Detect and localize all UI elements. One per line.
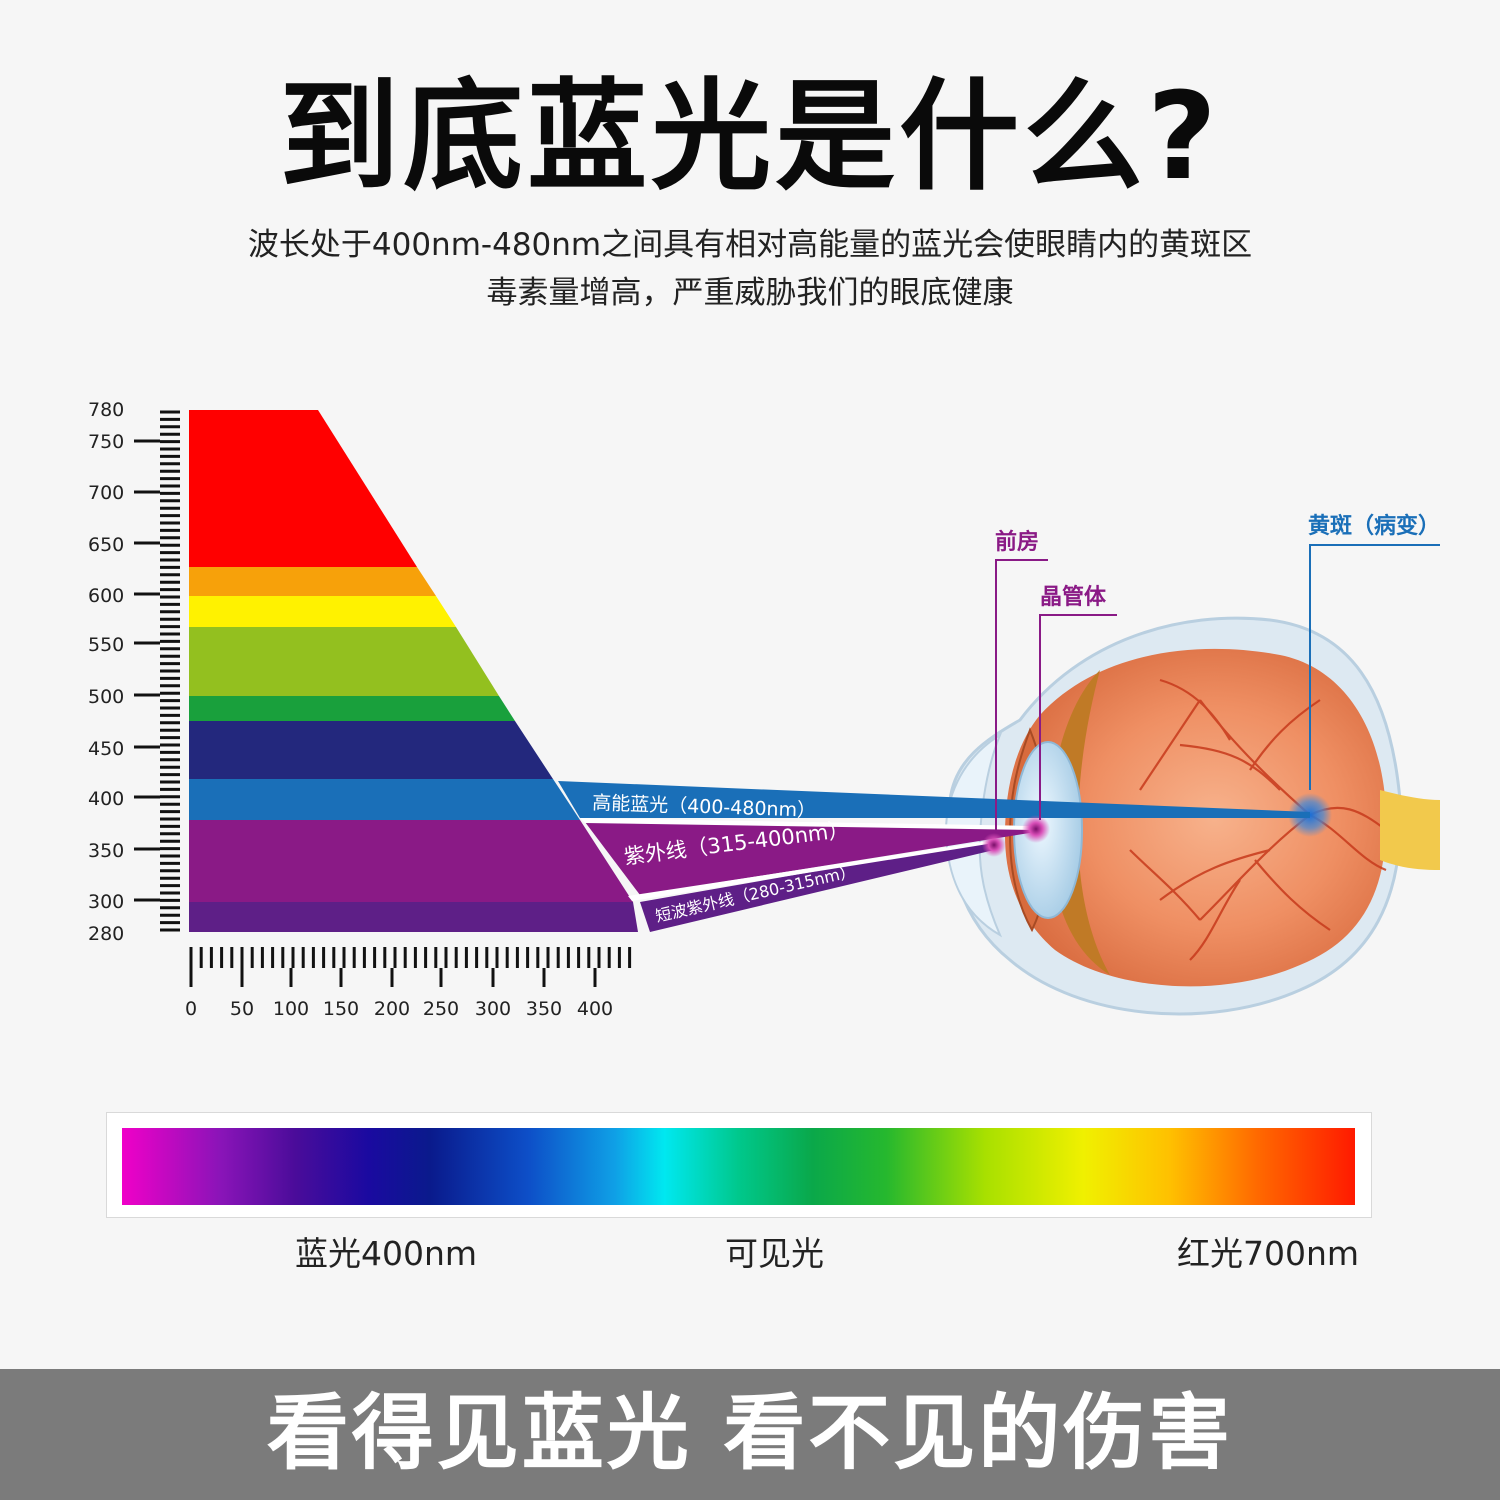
light-spectrum-eye-diagram: 780 750 700 650 600 550 500 450 400 350 …	[88, 399, 1440, 1020]
label-macula: 黄斑（病变）	[1308, 513, 1440, 539]
color-spectrum-box	[106, 1112, 1372, 1218]
horizontal-tick-labels: 0 50 100 150 200 250 300 350 400	[185, 998, 613, 1020]
vertical-ruler	[134, 410, 180, 932]
x-tick-100: 100	[273, 998, 309, 1020]
label-blue-400nm: 蓝光400nm	[295, 1234, 478, 1273]
band-yellow-green	[189, 627, 499, 696]
x-tick-50: 50	[230, 998, 254, 1020]
short-uv-focus-point	[982, 833, 1006, 857]
bottom-banner: 看得见蓝光 看不见的伤害	[0, 1369, 1500, 1500]
y-tick-500: 500	[88, 686, 124, 708]
label-anterior-chamber: 前房	[995, 529, 1039, 555]
y-tick-300: 300	[88, 891, 124, 913]
x-tick-250: 250	[423, 998, 459, 1020]
y-tick-650: 650	[88, 534, 124, 556]
callout-line-lens	[1039, 614, 1117, 820]
subtitle-line-2: 毒素量增高，严重威胁我们的眼底健康	[486, 275, 1014, 311]
subtitle-line-1: 波长处于400nm-480nm之间具有相对高能量的蓝光会使眼睛内的黄斑区	[247, 227, 1253, 263]
x-tick-400: 400	[577, 998, 613, 1020]
y-tick-700: 700	[88, 482, 124, 504]
page-title: 到底蓝光是什么?	[279, 68, 1221, 207]
x-tick-350: 350	[526, 998, 562, 1020]
y-tick-600: 600	[88, 585, 124, 607]
band-yellow	[189, 596, 456, 627]
color-spectrum-bar	[122, 1128, 1355, 1205]
x-tick-0: 0	[185, 998, 197, 1020]
beam-uv	[585, 822, 1036, 895]
vertical-tick-labels: 780 750 700 650 600 550 500 450 400 350 …	[88, 399, 124, 945]
bottom-banner-text: 看得见蓝光 看不见的伤害	[266, 1386, 1234, 1481]
x-tick-150: 150	[323, 998, 359, 1020]
callout-line-anterior-chamber	[995, 559, 1048, 830]
optic-nerve-icon	[1380, 790, 1440, 870]
band-green	[189, 696, 515, 721]
y-tick-750: 750	[88, 431, 124, 453]
band-blue	[189, 779, 580, 820]
beam-short-uv	[640, 840, 994, 932]
label-red-700nm: 红光700nm	[1177, 1234, 1360, 1273]
y-tick-550: 550	[88, 634, 124, 656]
uv-focus-point	[1022, 815, 1050, 843]
band-red	[189, 410, 417, 567]
band-violet	[189, 820, 633, 902]
y-tick-780: 780	[88, 399, 124, 421]
band-indigo	[189, 721, 553, 779]
spectrum-staircase	[189, 410, 638, 932]
band-deep-violet	[189, 902, 638, 932]
label-visible-light: 可见光	[725, 1234, 824, 1273]
x-tick-300: 300	[475, 998, 511, 1020]
label-lens: 晶管体	[1040, 584, 1107, 610]
y-tick-400: 400	[88, 788, 124, 810]
x-tick-200: 200	[374, 998, 410, 1020]
beam-separator-2	[628, 840, 994, 901]
y-tick-350: 350	[88, 840, 124, 862]
light-beams	[558, 781, 1310, 932]
eye-callouts	[995, 544, 1440, 830]
horizontal-ruler	[189, 947, 632, 987]
y-tick-450: 450	[88, 738, 124, 760]
beam-blue-light	[558, 781, 1310, 818]
beam-separator-1	[580, 818, 1036, 830]
band-orange	[189, 567, 436, 596]
callout-line-macula	[1309, 544, 1440, 790]
y-tick-280: 280	[88, 923, 124, 945]
